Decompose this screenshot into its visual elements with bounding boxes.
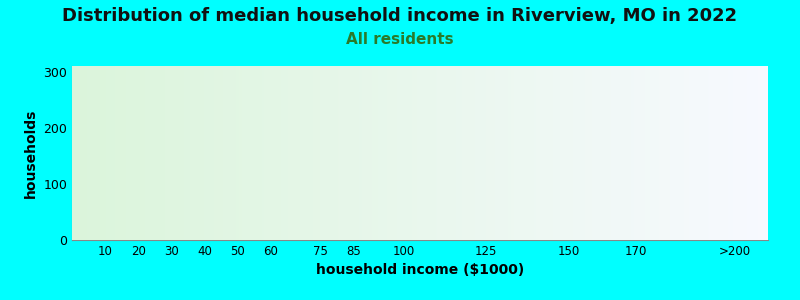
Bar [354, 174, 402, 240]
Bar [206, 190, 237, 240]
Bar [636, 234, 734, 240]
Bar [238, 112, 270, 240]
Text: Distribution of median household income in Riverview, MO in 2022: Distribution of median household income … [62, 8, 738, 26]
Text: All residents: All residents [346, 32, 454, 46]
Bar [73, 160, 104, 240]
Bar [139, 91, 170, 240]
X-axis label: household income ($1000): household income ($1000) [316, 263, 524, 278]
Bar [404, 132, 486, 240]
Bar [322, 174, 353, 240]
Y-axis label: households: households [24, 108, 38, 198]
Bar [172, 229, 204, 240]
Bar [106, 161, 138, 240]
Bar [272, 179, 320, 240]
Text: City-Data.com: City-Data.com [594, 78, 674, 88]
